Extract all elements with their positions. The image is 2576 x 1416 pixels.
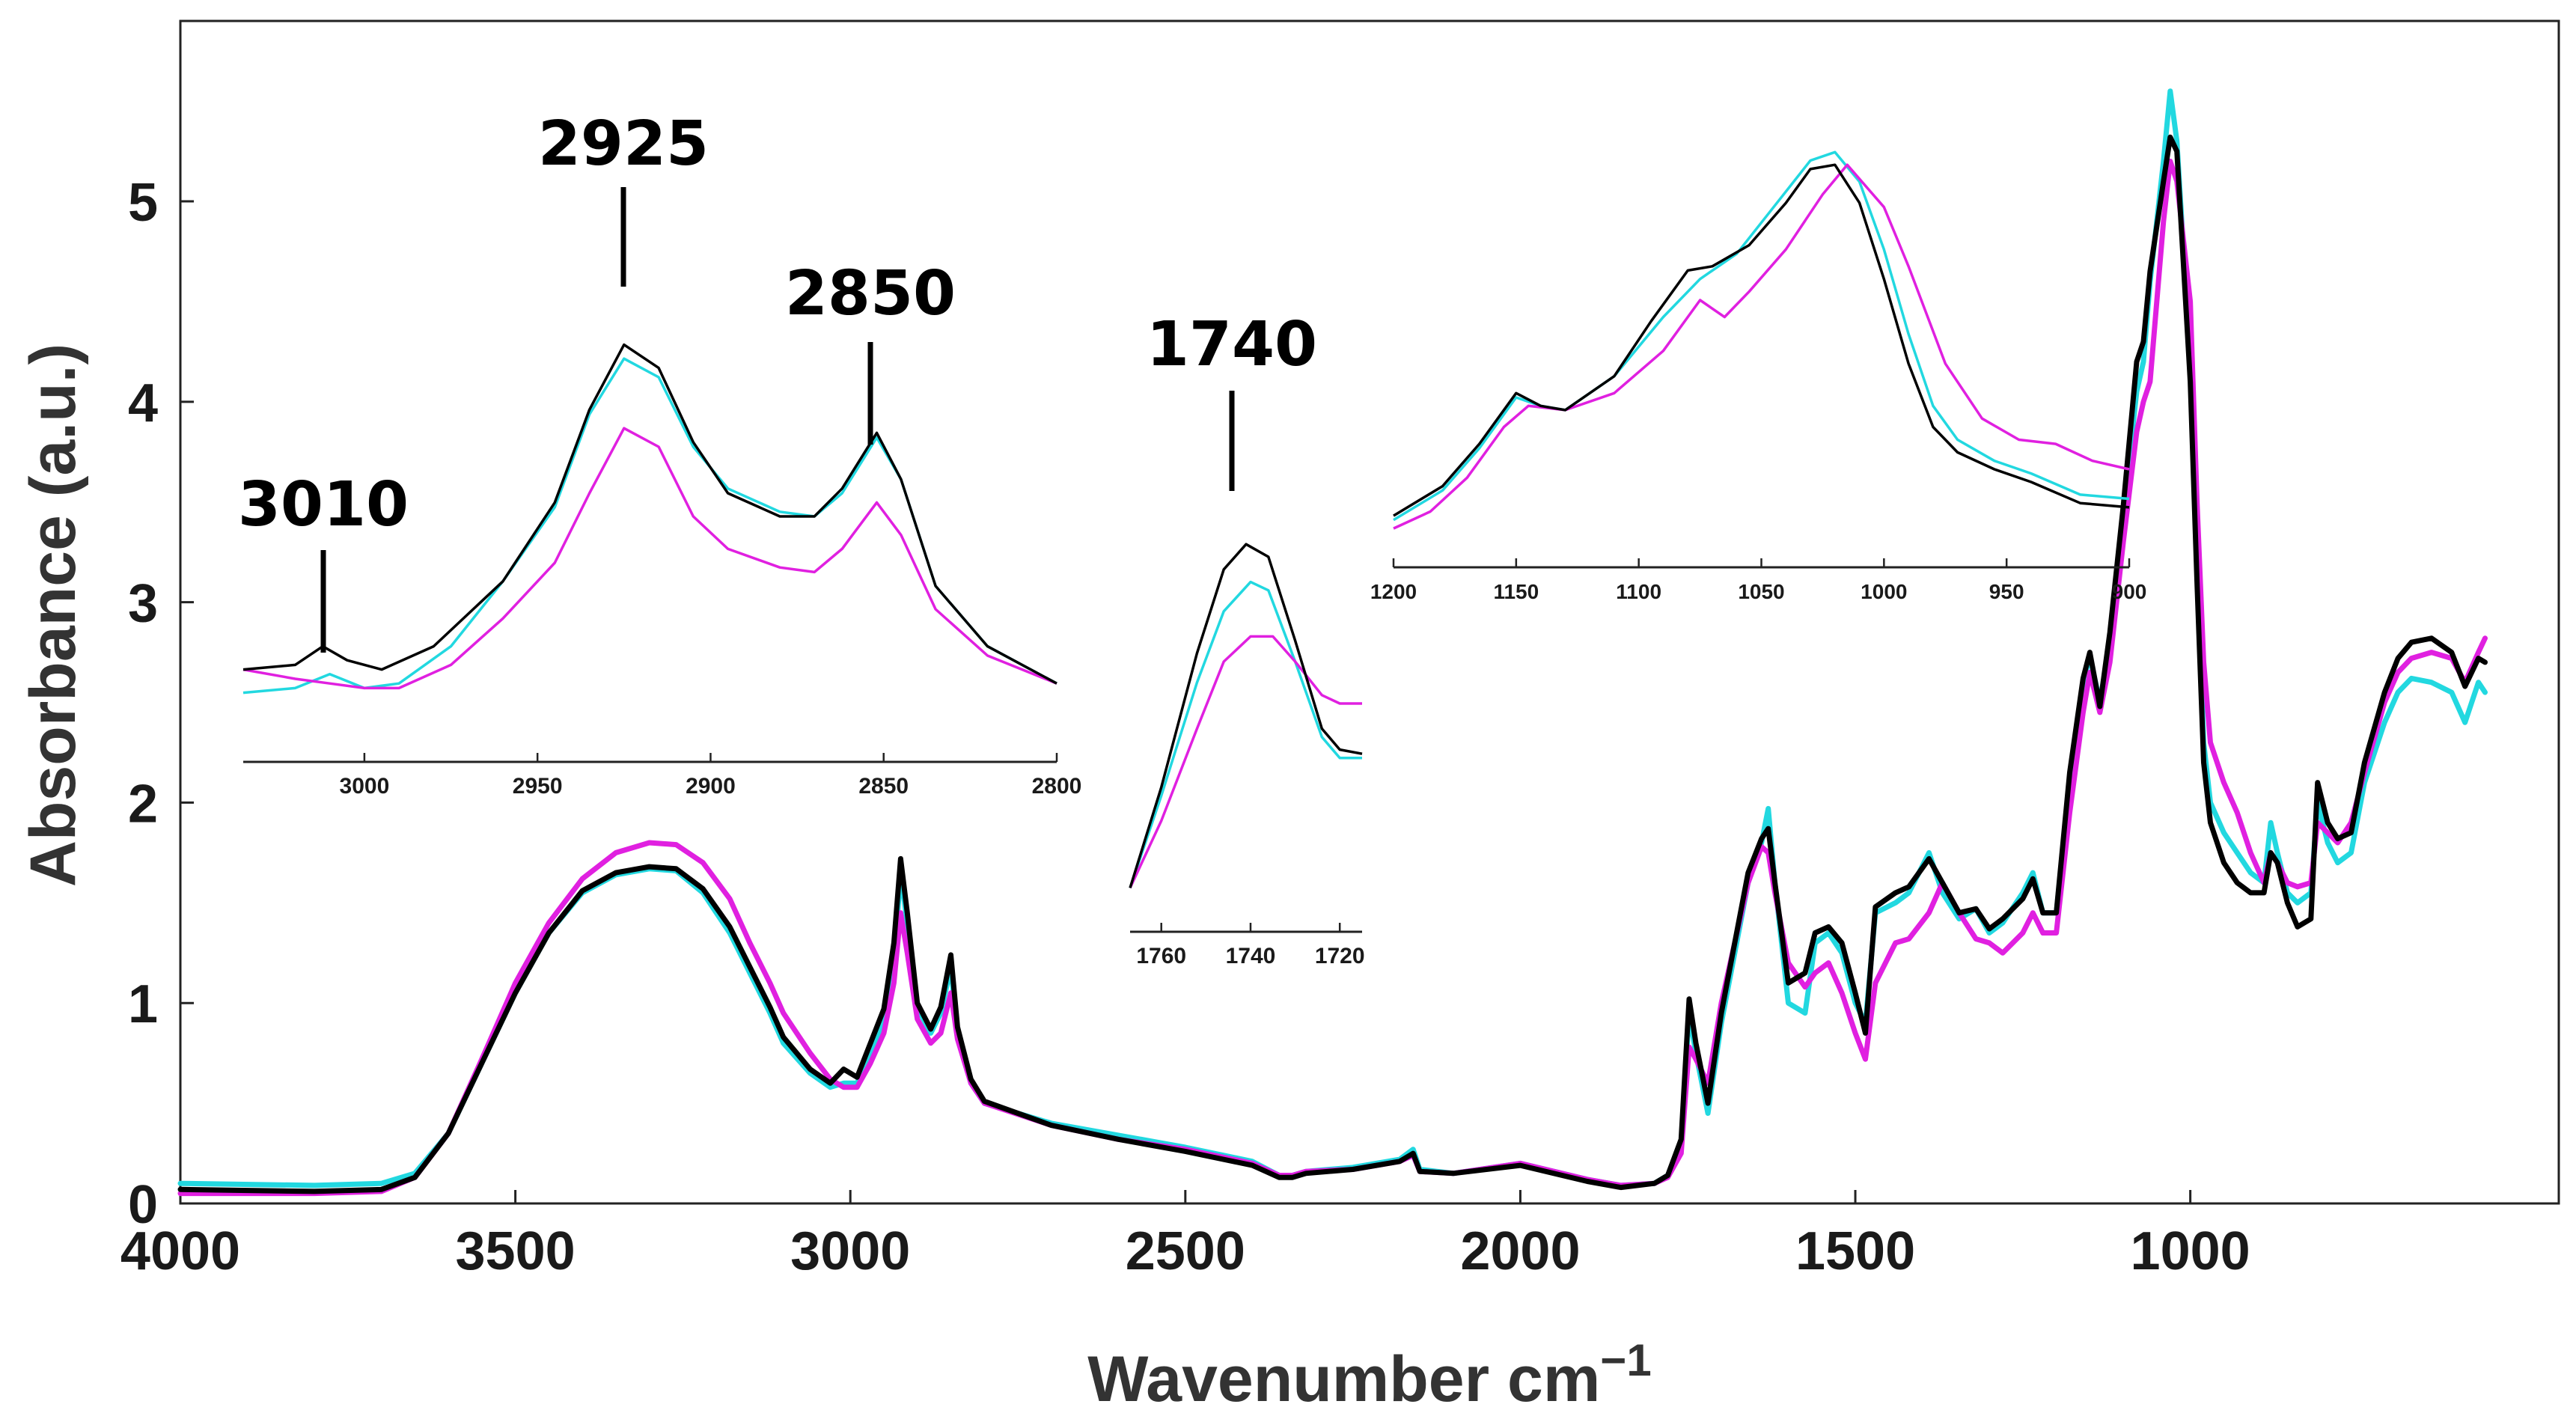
inset-a-tick-label: 2950	[513, 774, 563, 799]
y-tick-label: 1	[128, 974, 158, 1034]
x-axis-title-exponent: −1	[1600, 1335, 1651, 1385]
x-tick-label: 2000	[1460, 1221, 1580, 1281]
series-line-sample-magenta	[177, 159, 2488, 1197]
inset-c-series-group	[1393, 150, 2130, 530]
x-tick-label: 3500	[456, 1221, 576, 1281]
peak-label-3010: 3010	[238, 469, 409, 540]
y-tick-label: 4	[128, 373, 158, 433]
series-line-sample-cyan	[177, 88, 2488, 1188]
inset-c: 1200 1150 1100 1050 1000 950 900	[1370, 150, 2147, 603]
peak-annotations: 3010 2925 2850 1740	[238, 109, 1317, 653]
inset-b-tick-label: 1720	[1315, 944, 1365, 968]
inset-b-tick-label: 1740	[1226, 944, 1276, 968]
x-tick-label: 3000	[790, 1221, 910, 1281]
x-tick-label: 2500	[1126, 1221, 1245, 1281]
inset-c-tick-label: 1150	[1493, 580, 1539, 603]
inset-c-tick-label: 1000	[1861, 580, 1907, 603]
inset-a-tick-label: 2900	[686, 774, 736, 799]
inset-c-ticks: 1200 1150 1100 1050 1000 950 900	[1370, 558, 2147, 603]
inset-a-series-group	[242, 343, 1057, 695]
peak-label-2925: 2925	[538, 109, 709, 180]
peak-label-2850: 2850	[785, 258, 956, 329]
y-axis-title: Absorbance (a.u.)	[17, 344, 89, 887]
inset-b-ticks: 1760 1740 1720	[1136, 923, 1365, 968]
inset-c-tick-label: 1100	[1616, 580, 1661, 603]
inset-c-tick-label: 950	[1989, 580, 2024, 603]
inset-a-series-line-1	[242, 427, 1057, 690]
plot-frame	[179, 19, 2560, 1205]
inset-c-tick-label: 1050	[1738, 580, 1784, 603]
inset-a-tick-label: 3000	[340, 774, 390, 799]
x-tick-label: 1500	[1795, 1221, 1915, 1281]
inset-b: 1760 1740 1720	[1129, 543, 1365, 968]
inset-a-ticks: 3000 2950 2900 2850 2800	[340, 753, 1082, 799]
y-tick-label: 5	[128, 173, 158, 233]
inset-c-series-line-0	[1393, 150, 2130, 522]
x-tick-label: 4000	[120, 1221, 240, 1281]
inset-b-series-line-1	[1129, 635, 1362, 889]
inset-c-series-line-2	[1393, 163, 2130, 517]
x-axis-title-main: Wavenumber cm	[1087, 1343, 1600, 1415]
inset-c-tick-label: 900	[2112, 580, 2147, 603]
main-axis-ticks: 4000 3500 3000 2500 2000 1500 1000 0 1 2 3 4 5	[120, 173, 2250, 1281]
inset-a-tick-label: 2850	[858, 774, 909, 799]
inset-b-series-group	[1129, 543, 1363, 889]
main-plot: 4000 3500 3000 2500 2000 1500 1000 0 1 2 3 4 5	[120, 19, 2560, 1281]
main-series-group	[177, 88, 2488, 1197]
y-tick-label: 2	[128, 774, 158, 834]
inset-a-series-line-2	[242, 343, 1057, 685]
inset-b-series-line-2	[1129, 543, 1363, 888]
inset-a: 3000 2950 2900 2850 2800	[242, 343, 1082, 799]
inset-b-tick-label: 1760	[1136, 944, 1186, 968]
series-line-sample-black	[177, 134, 2488, 1194]
inset-a-tick-label: 2800	[1032, 774, 1082, 799]
inset-c-tick-label: 1200	[1370, 580, 1417, 603]
inset-c-series-line-1	[1393, 163, 2130, 530]
y-tick-label: 0	[128, 1175, 158, 1235]
peak-label-1740: 1740	[1147, 309, 1317, 380]
inset-b-series-line-0	[1129, 580, 1362, 888]
y-tick-label: 3	[128, 574, 158, 634]
x-tick-label: 1000	[2131, 1221, 2250, 1281]
x-axis-title: Wavenumber cm−1	[1087, 1335, 1651, 1415]
